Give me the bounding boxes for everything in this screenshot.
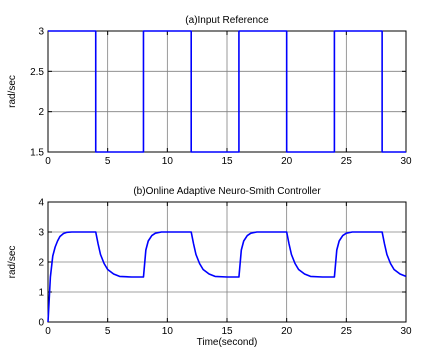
plot-a-series-line: [48, 30, 406, 153]
plot-a-ytick-label: 3: [38, 27, 44, 38]
plot-a-xtick-label: 10: [162, 156, 174, 167]
plot-b-xtick-label: 25: [341, 326, 353, 337]
plot-a-xtick-label: 20: [281, 156, 293, 167]
plot-b-ytick-label: 0: [38, 318, 44, 329]
plot-b-ytick-label: 1: [38, 288, 44, 299]
plot-b-ytick-label: 4: [38, 198, 44, 209]
plot-a-title: (a)Input Reference: [185, 15, 269, 26]
plot-a-ytick-label: 2: [38, 107, 44, 118]
plot-b-title: (b)Online Adaptive Neuro-Smith Controlle…: [133, 186, 321, 197]
plot-b-xtick-label: 5: [105, 326, 111, 337]
plot-b-xtick-label: 10: [162, 326, 174, 337]
plot-a: 0 5 10 15 20 25 30 1.5 2 2.5 3 (a)Input Reference ra…: [7, 15, 412, 167]
plot-a-xtick-label: 15: [221, 156, 233, 167]
plot-a-xtick-label: 30: [400, 156, 412, 167]
plot-b-series-line: [47, 231, 407, 323]
plot-b-ytick-label: 3: [38, 228, 44, 239]
plot-a-ylabel: rad/sec: [7, 75, 18, 108]
plot-b: 0 5 10 15 20 25 30 0 1 2 3 4 (b)Online Adaptive Neur…: [7, 186, 412, 348]
plot-a-xtick-label: 0: [45, 156, 51, 167]
plot-b-ytick-label: 2: [38, 258, 44, 269]
plot-b-xtick-label: 20: [281, 326, 293, 337]
plot-a-ytick-label: 1.5: [30, 148, 44, 159]
plot-b-xtick-label: 30: [400, 326, 412, 337]
plot-b-xtick-label: 0: [45, 326, 51, 337]
plot-b-xlabel: Time(second): [197, 337, 258, 348]
plot-a-ytick-label: 2.5: [30, 67, 44, 78]
plot-a-xtick-label: 25: [341, 156, 353, 167]
plot-b-ylabel: rad/sec: [7, 246, 18, 279]
plot-a-xtick-label: 5: [105, 156, 111, 167]
plot-b-xtick-label: 15: [221, 326, 233, 337]
